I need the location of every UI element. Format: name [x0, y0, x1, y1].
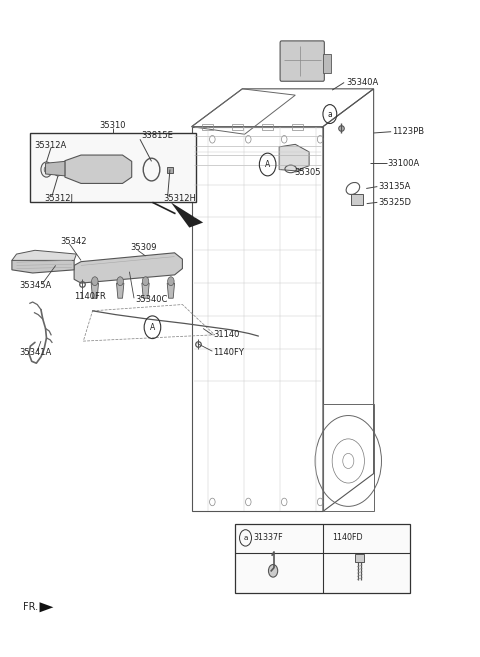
Bar: [202, 124, 213, 130]
Text: FR.: FR.: [23, 602, 37, 612]
Text: 35312H: 35312H: [163, 194, 196, 203]
Text: 35342: 35342: [60, 237, 87, 246]
Bar: [292, 124, 303, 130]
Text: 31140: 31140: [213, 330, 240, 339]
Text: 35340A: 35340A: [346, 78, 378, 87]
Circle shape: [44, 166, 49, 173]
Circle shape: [41, 162, 52, 177]
Polygon shape: [12, 257, 74, 273]
Polygon shape: [167, 283, 175, 298]
Text: 35325D: 35325D: [378, 198, 411, 207]
Circle shape: [268, 564, 278, 577]
Polygon shape: [142, 283, 149, 298]
Text: a: a: [327, 110, 332, 118]
Text: 1140FR: 1140FR: [74, 292, 106, 302]
Text: 35340C: 35340C: [135, 295, 168, 304]
Polygon shape: [74, 253, 182, 283]
Text: 33100A: 33100A: [387, 159, 420, 168]
Text: a: a: [243, 535, 248, 541]
Polygon shape: [12, 250, 76, 260]
FancyBboxPatch shape: [280, 41, 324, 81]
Polygon shape: [65, 155, 132, 183]
Polygon shape: [171, 202, 203, 227]
Text: 35309: 35309: [131, 243, 157, 252]
Circle shape: [92, 277, 98, 286]
Polygon shape: [39, 602, 53, 612]
Text: 31337F: 31337F: [254, 533, 284, 543]
Bar: [323, 54, 331, 73]
Bar: [262, 124, 273, 130]
Polygon shape: [117, 283, 124, 298]
Text: 35312J: 35312J: [45, 194, 73, 203]
Text: A: A: [265, 160, 270, 169]
Circle shape: [168, 277, 174, 286]
Bar: [30, 133, 196, 202]
Text: 1140FD: 1140FD: [332, 533, 363, 543]
Bar: [235, 524, 410, 593]
Text: 33815E: 33815E: [141, 131, 173, 140]
Polygon shape: [46, 162, 65, 176]
Circle shape: [117, 277, 123, 286]
Bar: [350, 194, 363, 205]
Text: 33135A: 33135A: [378, 182, 410, 191]
Text: 35305: 35305: [294, 168, 321, 177]
Circle shape: [142, 277, 149, 286]
Circle shape: [56, 167, 60, 172]
Polygon shape: [91, 283, 98, 298]
Text: A: A: [150, 323, 155, 332]
Text: 1140FY: 1140FY: [213, 348, 244, 357]
Polygon shape: [279, 145, 309, 171]
Text: 35312A: 35312A: [35, 141, 67, 150]
Text: 35345A: 35345A: [20, 281, 52, 290]
Circle shape: [53, 163, 62, 176]
Bar: [355, 555, 364, 562]
Text: 35341A: 35341A: [20, 348, 52, 357]
Bar: [232, 124, 243, 130]
Text: 1123PB: 1123PB: [392, 127, 424, 136]
Text: 35310: 35310: [99, 121, 126, 130]
